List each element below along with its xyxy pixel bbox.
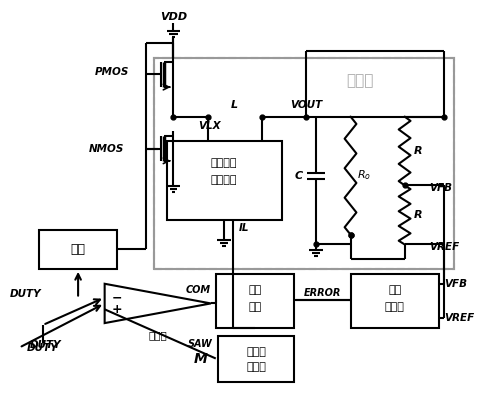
Text: VREF: VREF xyxy=(443,313,473,323)
Text: 无损电感: 无损电感 xyxy=(210,158,237,168)
Bar xyxy=(350,274,438,328)
Bar xyxy=(154,58,453,269)
Text: DUTY: DUTY xyxy=(30,340,61,350)
Text: DUTY: DUTY xyxy=(27,343,59,353)
Text: ERROR: ERROR xyxy=(304,288,341,298)
Text: DUTY: DUTY xyxy=(10,289,42,299)
Text: 发生器: 发生器 xyxy=(246,362,265,373)
Text: 驱动: 驱动 xyxy=(71,243,85,256)
Text: NMOS: NMOS xyxy=(89,144,124,154)
Text: M: M xyxy=(194,352,207,367)
Bar xyxy=(154,58,453,269)
Text: VLX: VLX xyxy=(198,121,220,131)
Bar xyxy=(39,230,117,269)
Text: C: C xyxy=(294,171,302,181)
Text: VDD: VDD xyxy=(159,12,187,22)
Text: VFB: VFB xyxy=(428,184,451,193)
Text: VOUT: VOUT xyxy=(289,100,322,110)
Text: SAW: SAW xyxy=(188,339,212,349)
Bar xyxy=(216,274,294,328)
Text: 补偿: 补偿 xyxy=(248,285,261,295)
Text: 比较器: 比较器 xyxy=(148,330,167,340)
Text: VFB: VFB xyxy=(443,279,466,289)
Text: 误差: 误差 xyxy=(387,285,401,295)
Text: R: R xyxy=(413,146,422,156)
Text: −: − xyxy=(111,291,121,304)
Text: R: R xyxy=(413,210,422,220)
Text: 放大器: 放大器 xyxy=(384,302,404,312)
Text: COM: COM xyxy=(185,285,210,295)
Text: VREF: VREF xyxy=(428,242,458,252)
Text: 电流检测: 电流检测 xyxy=(210,176,237,186)
Text: $R_o$: $R_o$ xyxy=(357,169,371,182)
Text: L: L xyxy=(230,100,238,110)
Text: 电路: 电路 xyxy=(248,302,261,312)
Text: +: + xyxy=(111,303,121,316)
Bar xyxy=(217,336,294,382)
Text: IL: IL xyxy=(238,223,248,233)
Text: 锯齿波: 锯齿波 xyxy=(246,346,265,357)
Bar xyxy=(166,141,281,220)
Text: 功率级: 功率级 xyxy=(346,73,373,88)
Text: PMOS: PMOS xyxy=(95,67,129,77)
